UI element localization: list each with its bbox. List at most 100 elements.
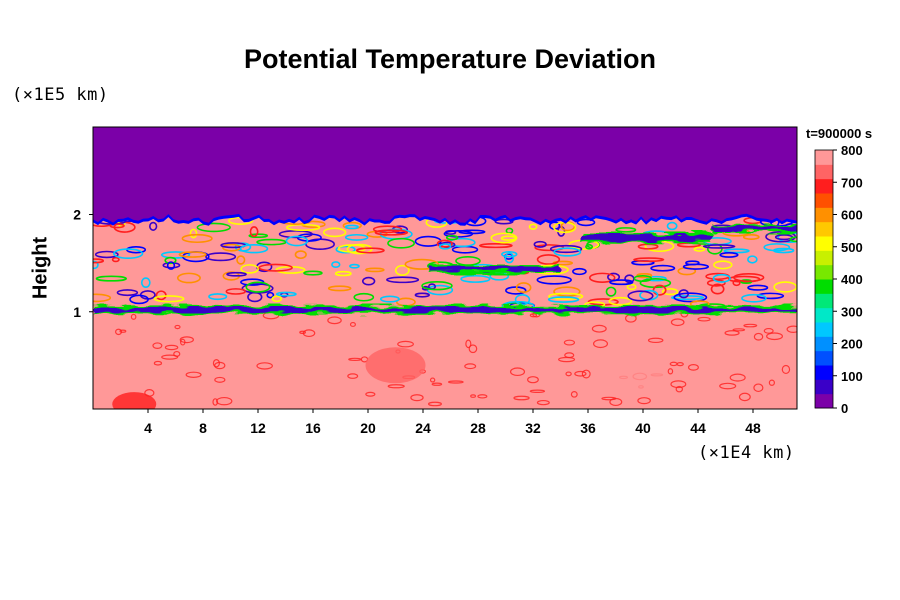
warm-contour [743,323,758,328]
turbulence-speckle [160,251,191,259]
turbulence-speckle [702,244,736,249]
warm-contour [477,394,488,399]
warm-contour [753,383,764,393]
turbulence-speckle [331,261,341,269]
warm-contour [738,392,751,402]
warm-contour [185,371,202,378]
warm-contour [729,373,746,382]
colorbar-segment [815,350,833,366]
turbulence-speckle [153,295,185,303]
turbulence-speckle [723,248,750,254]
cold-band [429,264,561,274]
warm-contour [216,396,233,406]
turbulence-speckle [386,276,420,284]
turbulence-speckle [374,229,409,236]
turbulence-speckle [490,232,518,244]
turbulence-speckle [166,261,176,270]
colorbar-segment [815,379,833,395]
colorbar-segment [815,264,833,280]
turbulence-speckle [733,272,765,283]
warm-contour [464,363,477,370]
turbulence-speckle [712,273,731,283]
warm-contour [429,377,436,383]
warm-contour [299,330,307,335]
colorbar-segment [815,164,833,180]
x-tick-label: 20 [360,420,376,436]
colorbar-tick-label: 800 [841,143,863,158]
x-tick-label: 8 [199,420,207,436]
turbulence-speckle [344,224,359,230]
turbulence-speckle [327,285,352,292]
warm-contour [527,376,539,384]
turbulence-speckle [615,227,637,233]
y-tick-label: 1 [73,304,81,320]
cold-band [711,223,797,233]
hot-patch [365,347,426,384]
turbulence-speckle [258,263,293,272]
warm-contour [212,359,220,368]
colorbar-segment [815,307,833,323]
warm-contour [687,364,699,371]
warm-contour [349,321,356,327]
plot-area [93,127,797,409]
y-axis-unit-label: (×1E5 km) [12,85,109,105]
turbulence-speckle [355,247,385,254]
turbulence-speckle [633,257,665,263]
warm-contour [179,336,194,344]
turbulence-speckle [438,243,452,250]
warm-contour [164,344,179,351]
turbulence-speckle [239,244,269,254]
colorbar-segment [815,393,833,409]
turbulence-speckle [747,255,758,264]
y-axis-ticks: 12 [73,207,93,320]
colorbar-tick-label: 500 [841,240,863,255]
turbulence-speckle [387,237,415,249]
turbulence-speckle [666,221,678,231]
warm-contour [781,364,791,375]
warm-contour [647,337,664,344]
turbulence-speckle [789,236,797,243]
turbulence-speckle [149,221,158,231]
y-tick-label: 2 [73,207,81,223]
turbulence-speckle [93,258,105,264]
colorbar-segment [815,193,833,208]
turbulence-speckle [379,295,400,303]
colorbar-tick-label: 0 [841,401,848,416]
turbulence-speckle [178,251,207,258]
colorbar-segment [815,178,833,194]
warm-contour [563,339,576,346]
turbulence-speckle [404,258,440,270]
turbulence-speckle [608,296,633,306]
turbulence-speckle [536,275,572,285]
turbulence-speckle [536,254,561,265]
turbulence-speckle [344,233,369,241]
turbulence-speckle [181,233,213,244]
x-tick-label: 28 [470,420,486,436]
x-tick-label: 48 [745,420,761,436]
turbulence-speckle [504,252,515,264]
turbulence-speckle [478,242,513,249]
colorbar-segment [815,207,833,223]
turbulence-speckle [682,263,710,270]
chart-title: Potential Temperature Deviation [243,44,657,74]
warm-contour [669,361,678,367]
warm-contour [558,356,576,363]
turbulence-speckle [93,293,112,303]
turbulence-speckle [756,292,785,300]
warm-contour [570,391,578,398]
warm-contour [637,397,651,405]
plot-frame [92,126,798,410]
turbulence-speckle [245,281,271,293]
warm-contour [763,327,774,334]
colorbar-tick-label: 300 [841,304,863,319]
warm-contour [675,385,684,393]
warm-contour [719,382,737,390]
turbulence-speckle [249,226,259,238]
turbulence-speckle [693,246,706,252]
turbulence-speckle [533,240,547,248]
turbulence-speckle [585,244,594,250]
turbulence-speckle [633,274,653,283]
warm-contour [592,339,609,349]
x-tick-label: 12 [250,420,266,436]
